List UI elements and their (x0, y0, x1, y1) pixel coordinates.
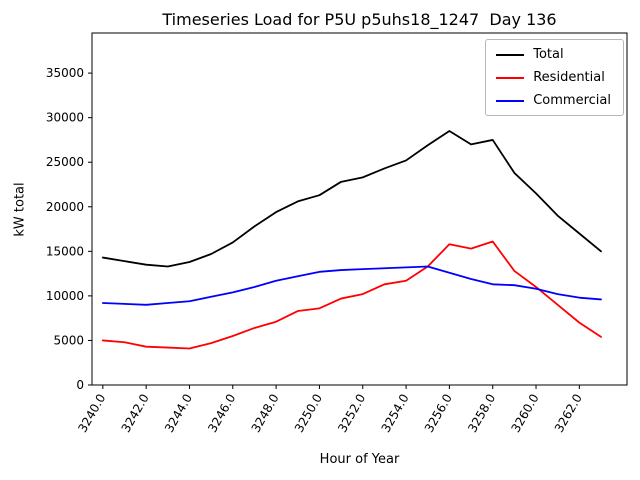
svg-text:3240.0: 3240.0 (75, 392, 108, 435)
legend-item-commercial: Commercial (496, 93, 611, 108)
legend-label-total: Total (533, 47, 564, 62)
legend-label-residential: Residential (533, 70, 605, 85)
svg-text:3260.0: 3260.0 (509, 392, 542, 435)
svg-text:10000: 10000 (46, 289, 84, 303)
svg-text:3248.0: 3248.0 (249, 392, 282, 435)
legend-item-residential: Residential (496, 70, 611, 85)
svg-text:3244.0: 3244.0 (162, 392, 195, 435)
svg-text:3246.0: 3246.0 (205, 392, 238, 435)
svg-text:20000: 20000 (46, 200, 84, 214)
legend: Total Residential Commercial (485, 39, 624, 116)
svg-text:3256.0: 3256.0 (422, 392, 455, 435)
svg-text:3262.0: 3262.0 (552, 392, 585, 435)
svg-text:0: 0 (76, 378, 84, 392)
svg-text:3242.0: 3242.0 (119, 392, 152, 435)
svg-text:3250.0: 3250.0 (292, 392, 325, 435)
svg-text:5000: 5000 (53, 333, 84, 347)
legend-label-commercial: Commercial (533, 93, 611, 108)
legend-line-commercial-icon (496, 99, 525, 102)
svg-text:25000: 25000 (46, 155, 84, 169)
svg-text:35000: 35000 (46, 66, 84, 80)
x-axis-label: Hour of Year (319, 452, 400, 467)
svg-text:3252.0: 3252.0 (335, 392, 368, 435)
chart-title: Timeseries Load for P5U p5uhs18_1247 Day… (162, 10, 557, 29)
svg-text:3258.0: 3258.0 (465, 392, 498, 435)
svg-text:3254.0: 3254.0 (379, 392, 412, 435)
legend-line-residential-icon (496, 76, 525, 79)
legend-item-total: Total (496, 47, 611, 62)
svg-text:15000: 15000 (46, 244, 84, 258)
legend-line-total-icon (496, 53, 525, 56)
svg-text:30000: 30000 (46, 111, 84, 125)
